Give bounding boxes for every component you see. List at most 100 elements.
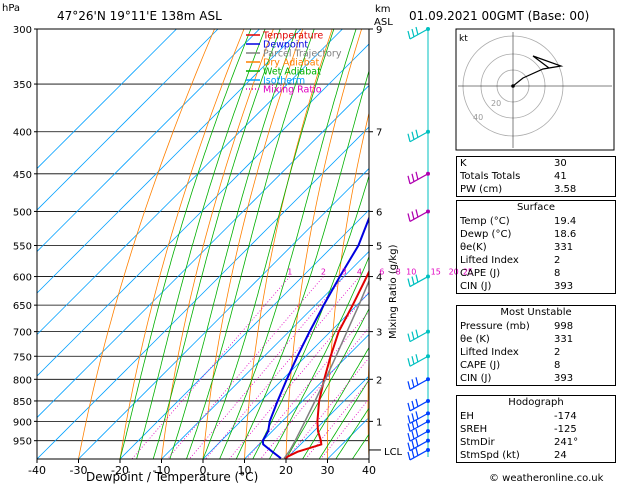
isotherm-line <box>37 43 369 377</box>
pressure-tick-label: 800 <box>13 375 32 386</box>
km-tick-label: 5 <box>376 241 382 252</box>
wind-barb-flag <box>407 30 411 40</box>
index-row-totals: Totals Totals 41 <box>460 171 567 182</box>
wind-barb-flag <box>407 381 411 390</box>
mixing-ratio-line <box>246 310 369 459</box>
wind-barb-flag <box>415 398 419 408</box>
legend-label: Dewpoint <box>263 40 308 51</box>
legend-label: Parcel Trajectory <box>263 49 342 60</box>
dry-adiabat-line <box>161 29 274 459</box>
wind-barb-dot <box>426 171 430 176</box>
hodograph-origin <box>511 84 515 88</box>
km-tick-label: 3 <box>376 328 382 339</box>
mixing-ratio-axis-label: Mixing Ratio (g/kg) <box>388 244 399 339</box>
wind-barb <box>407 398 430 412</box>
hodograph-trace <box>512 55 564 87</box>
wind-barb-flag <box>407 451 411 461</box>
pressure-tick-label: 500 <box>13 207 32 218</box>
pressure-tick-label: 450 <box>13 170 32 181</box>
x-tick-label: 30 <box>321 464 335 477</box>
wind-barb-flag <box>415 209 419 218</box>
pressure-tick-label: 850 <box>13 397 32 408</box>
wind-barb-staff <box>409 131 429 143</box>
mixing-ratio-label: 10 <box>406 268 416 277</box>
wind-barb <box>407 171 430 185</box>
x-tick-label: -30 <box>70 464 88 477</box>
wet-adiabat-line <box>219 29 357 459</box>
hodograph-kt-label: kt <box>459 34 468 44</box>
wind-barb-dot <box>426 377 430 382</box>
wind-barb-flag <box>407 415 411 424</box>
isotherm-line <box>202 292 369 459</box>
wind-barb <box>407 447 430 461</box>
wind-barb <box>407 354 430 367</box>
hpa-label: hPa <box>2 3 21 14</box>
wind-barb-staff <box>409 210 429 222</box>
surface-table: Surface Temp (°C) 19.4 Dewp (°C) 18.6 θe(K… <box>456 200 616 294</box>
wind-barb-dot <box>426 27 430 31</box>
wet-adiabat-line <box>152 29 281 459</box>
wind-barb-staff <box>409 440 429 452</box>
pressure-tick-label: 600 <box>13 273 32 284</box>
wind-barb <box>407 274 430 288</box>
wind-barb-dot <box>426 419 430 424</box>
wind-barb-flag <box>411 431 415 440</box>
wind-barb-flag <box>407 442 411 451</box>
wind-barb <box>407 129 430 143</box>
isotherm-line <box>78 167 369 459</box>
mixing-ratio-label: 25 <box>463 268 473 277</box>
wind-barb-flag <box>407 358 411 367</box>
wind-barb <box>407 377 430 390</box>
wet-adiabat-line <box>169 29 297 459</box>
mixing-ratio-label: 4 <box>357 268 362 277</box>
dry-adiabat-line <box>78 29 215 459</box>
wind-barb-flag <box>411 331 415 340</box>
wind-barb-flag <box>415 274 419 283</box>
wind-barb-flag <box>407 213 411 222</box>
isotherm-line <box>244 333 369 459</box>
x-tick-label: 40 <box>362 464 376 477</box>
pressure-tick-label: 550 <box>13 241 32 252</box>
wind-barb-staff <box>409 331 429 343</box>
wind-barb-flag <box>407 133 411 142</box>
mixing-ratio-label: 20 <box>449 268 459 277</box>
legend-label: Isotherm <box>263 76 305 87</box>
wind-barb-flag <box>411 379 415 388</box>
isotherm-line <box>285 375 369 459</box>
mixing-ratio-line <box>260 326 369 459</box>
x-tick-label: 20 <box>279 464 293 477</box>
wind-barb-flag <box>415 447 419 457</box>
wind-barb-staff <box>409 173 429 185</box>
wind-barb <box>407 438 430 452</box>
wind-barb-flag <box>415 354 419 363</box>
mixing-ratio-label: 3 <box>342 268 347 277</box>
wind-barb-flag <box>407 278 411 287</box>
mixing-ratio-label: 1 <box>287 268 292 277</box>
wind-barb-dot <box>426 329 430 334</box>
legend-label: Mixing Ratio <box>263 85 322 96</box>
x-axis-label: Dewpoint / Temperature (°C) <box>86 470 259 484</box>
parcel-trajectory-profile <box>283 279 369 459</box>
wind-barb-flag <box>411 276 415 285</box>
km-tick-label: 6 <box>376 207 382 218</box>
wind-barb-flag <box>407 402 411 412</box>
wet-adiabat-line <box>235 69 369 459</box>
x-tick-label: 10 <box>238 464 252 477</box>
hodograph-frame <box>455 28 615 151</box>
datetime-title: 01.09.2021 00GMT (Base: 00) <box>409 9 590 23</box>
hodograph-table: Hodograph EH -174 SREH -125 StmDir 241° Stm… <box>456 395 616 463</box>
wind-barb-flag <box>411 421 415 430</box>
index-row-k: K 30 <box>460 158 567 169</box>
wind-barb-dot <box>426 274 430 279</box>
wind-barb-flag <box>407 175 411 184</box>
wind-barb-flag <box>415 438 419 447</box>
wet-adiabat-line <box>335 407 369 459</box>
temperature-profile <box>283 269 369 459</box>
wind-barb <box>407 329 430 343</box>
wind-barb-dot <box>426 209 430 214</box>
lcl-label: LCL <box>384 447 403 458</box>
dry-adiabat-line <box>285 29 362 459</box>
pressure-tick-label: 650 <box>13 301 32 312</box>
km-tick-label: 2 <box>376 375 382 386</box>
